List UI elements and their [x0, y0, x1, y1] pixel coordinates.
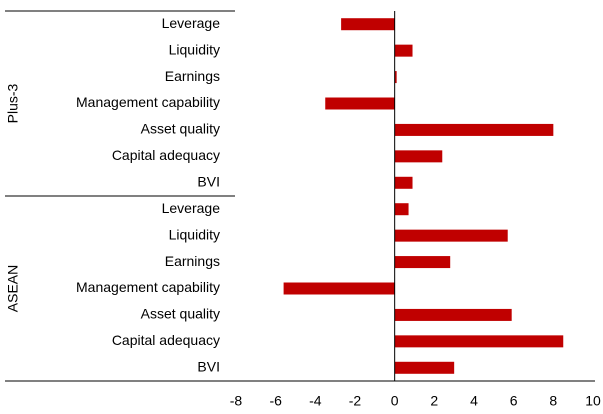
bar: [394, 176, 413, 189]
x-tick-label: 4: [470, 393, 478, 409]
bar: [394, 335, 564, 348]
y-tick-label: Management capability: [76, 94, 220, 110]
y-tick-label: BVI: [197, 358, 220, 374]
y-tick-label: Earnings: [165, 68, 220, 84]
y-tick-label: Asset quality: [141, 121, 220, 137]
y-tick-label: Earnings: [165, 253, 220, 269]
y-tick-label: Liquidity: [169, 41, 220, 57]
bar: [394, 123, 554, 136]
x-tick-label: 8: [549, 393, 557, 409]
bar: [394, 256, 451, 269]
bar: [283, 282, 395, 295]
y-tick-label: Asset quality: [141, 306, 220, 322]
y-tick-label: Leverage: [162, 200, 221, 216]
y-tick-label: Management capability: [76, 279, 220, 295]
group-label: Plus-3: [5, 83, 21, 123]
bar: [394, 308, 512, 321]
x-tick-label: 2: [430, 393, 438, 409]
bar: [341, 18, 395, 31]
bar: [394, 229, 508, 242]
y-tick-label: Capital adequacy: [112, 147, 220, 163]
group-label: ASEAN: [5, 265, 21, 312]
bar: [394, 361, 455, 374]
x-tick-label: -2: [349, 393, 362, 409]
x-tick-label: -8: [230, 393, 243, 409]
x-tick-label: -6: [269, 393, 282, 409]
y-tick-label: BVI: [197, 173, 220, 189]
bar: [394, 71, 397, 84]
y-tick-label: Capital adequacy: [112, 332, 220, 348]
y-tick-label: Liquidity: [169, 226, 220, 242]
x-tick-label: 6: [510, 393, 518, 409]
y-tick-label: Leverage: [162, 15, 221, 31]
x-tick-label: 0: [391, 393, 399, 409]
x-tick-label: 10: [585, 393, 601, 409]
bar: [394, 203, 409, 216]
x-tick-label: -4: [309, 393, 322, 409]
bar: [394, 150, 443, 163]
bar: [394, 44, 413, 57]
bar: [325, 97, 395, 110]
